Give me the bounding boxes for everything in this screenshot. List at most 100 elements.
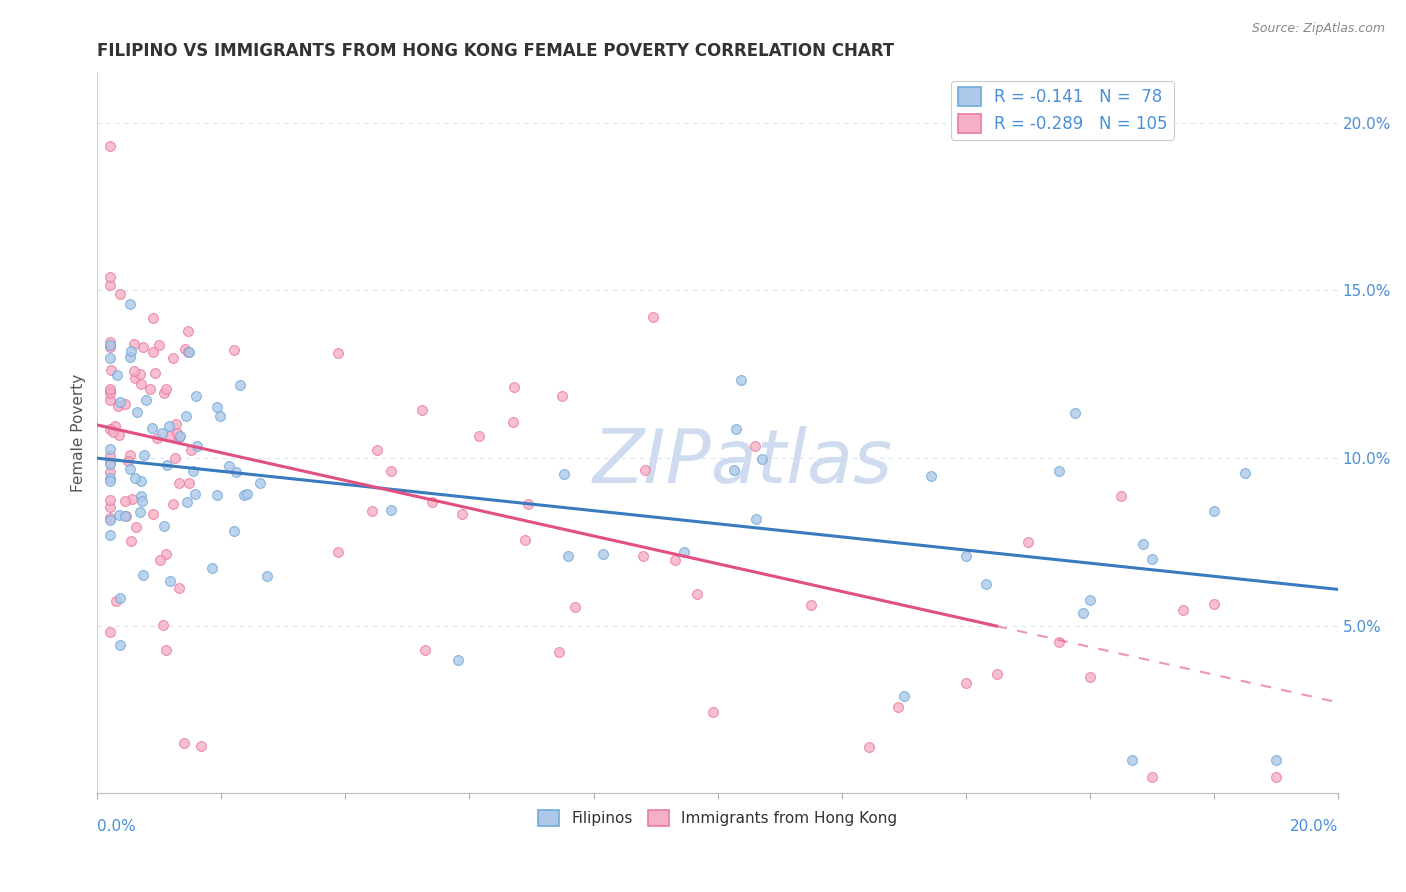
Point (328, 545, 350, 559)
Point (751, 451, 773, 466)
Point (159, 429, 181, 443)
Point (120, 534, 142, 549)
Point (177, 344, 200, 359)
Point (1078, 593, 1101, 607)
Point (104, 419, 127, 434)
Point (98, 455, 121, 469)
Point (858, 740, 880, 755)
Point (1171, 603, 1194, 617)
Point (146, 431, 169, 445)
Point (129, 474, 152, 488)
Point (98, 624, 121, 639)
Point (98, 471, 121, 485)
Point (218, 459, 240, 474)
Point (150, 425, 173, 440)
Point (118, 462, 141, 476)
Point (380, 464, 402, 478)
Point (1140, 770, 1163, 784)
Point (1140, 551, 1163, 566)
Point (166, 425, 188, 440)
Text: 20.0%: 20.0% (1289, 819, 1337, 834)
Point (1132, 536, 1154, 550)
Point (887, 700, 910, 714)
Point (98, 511, 121, 525)
Point (155, 458, 177, 472)
Point (174, 343, 197, 357)
Y-axis label: Female Poverty: Female Poverty (72, 374, 86, 492)
Point (98, 277, 121, 292)
Point (98, 442, 121, 456)
Point (723, 462, 745, 476)
Point (186, 439, 208, 453)
Text: FILIPINO VS IMMIGRANTS FROM HONG KONG FEMALE POVERTY CORRELATION CHART: FILIPINO VS IMMIGRANTS FROM HONG KONG FE… (97, 42, 894, 60)
Point (107, 400, 129, 414)
Point (1202, 597, 1225, 611)
Point (98, 139, 121, 153)
Point (114, 493, 136, 508)
Point (107, 508, 129, 523)
Point (108, 286, 131, 301)
Point (159, 574, 181, 588)
Point (129, 490, 152, 504)
Point (702, 706, 724, 720)
Point (1078, 670, 1101, 684)
Point (132, 568, 155, 582)
Point (515, 533, 537, 547)
Point (564, 599, 586, 614)
Point (108, 591, 131, 606)
Point (184, 487, 207, 501)
Point (98, 338, 121, 352)
Point (641, 310, 664, 324)
Point (167, 475, 190, 490)
Point (730, 373, 752, 387)
Point (551, 389, 574, 403)
Point (1264, 770, 1286, 784)
Point (744, 512, 766, 526)
Point (232, 488, 254, 502)
Point (120, 448, 142, 462)
Point (148, 553, 170, 567)
Point (553, 467, 575, 481)
Point (134, 448, 156, 462)
Point (108, 428, 131, 442)
Point (165, 417, 187, 431)
Point (121, 492, 143, 507)
Point (380, 503, 402, 517)
Point (108, 638, 131, 652)
Point (1121, 753, 1143, 767)
Point (634, 463, 657, 477)
Point (1047, 464, 1070, 478)
Point (222, 343, 245, 358)
Point (98, 392, 121, 407)
Point (167, 581, 190, 595)
Point (222, 524, 245, 538)
Point (98, 422, 121, 436)
Point (176, 495, 198, 509)
Point (169, 429, 191, 443)
Point (672, 545, 695, 559)
Point (167, 430, 190, 444)
Point (225, 466, 247, 480)
Point (179, 475, 201, 490)
Point (120, 297, 142, 311)
Point (98, 385, 121, 400)
Point (141, 421, 163, 435)
Point (446, 653, 468, 667)
Point (124, 371, 146, 385)
Point (165, 451, 187, 466)
Point (104, 593, 127, 607)
Point (155, 382, 177, 396)
Point (128, 505, 150, 519)
Point (502, 380, 524, 394)
Point (118, 351, 141, 365)
Point (326, 346, 349, 360)
Point (100, 363, 122, 377)
Point (120, 343, 142, 358)
Point (138, 382, 160, 396)
Text: 0.0%: 0.0% (97, 819, 136, 834)
Point (98, 450, 121, 464)
Point (131, 494, 153, 508)
Point (1233, 466, 1256, 480)
Point (249, 475, 271, 490)
Point (664, 552, 686, 566)
